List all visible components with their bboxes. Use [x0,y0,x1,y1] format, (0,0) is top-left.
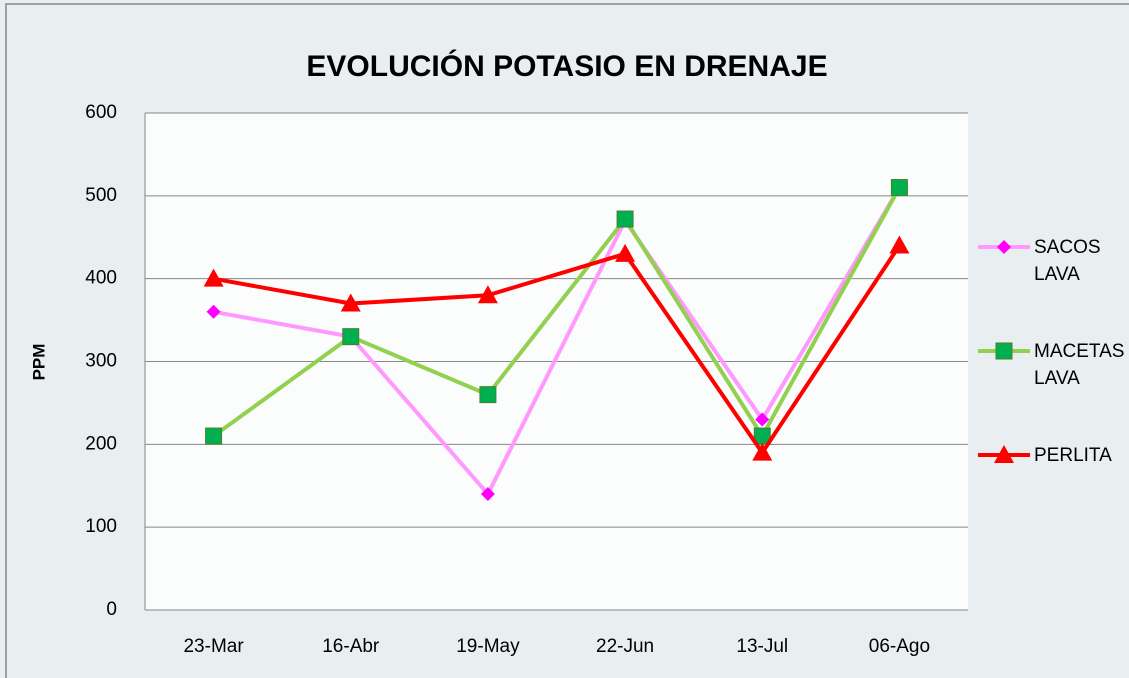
y-tick-label: 500 [85,185,117,206]
legend-label: PERLITA [1034,445,1112,466]
marker [203,268,224,287]
x-tick-label: 16-Abr [322,636,380,657]
series-line [213,186,902,497]
y-tick-label: 200 [85,433,117,454]
legend-label: SACOS LAVA [1034,237,1101,285]
series-line [212,186,902,439]
marker [755,412,770,427]
chart-title: EVOLUCIÓN POTASIO EN DRENAJE [306,49,827,83]
x-tick-label: 19-May [456,636,520,657]
legend-marker [997,240,1011,254]
marker [206,304,221,319]
y-tick-label: 300 [85,351,117,372]
chart-border [5,3,1129,678]
x-tick-label: 22-Jun [596,636,654,657]
x-tick-label: 23-Mar [183,636,244,657]
y-axis-label: PPM [29,344,48,381]
x-tick-label: 06-Ago [869,636,930,657]
marker [480,487,495,502]
marker [890,179,908,197]
marker [477,285,498,304]
y-tick-label: 100 [85,516,117,537]
y-tick-label: 0 [106,599,117,620]
y-tick-label: 600 [85,102,117,123]
marker [752,442,773,461]
legend-marker [995,342,1013,360]
x-tick-label: 13-Jul [736,636,788,657]
y-tick-label: 400 [85,268,117,289]
marker [342,328,360,346]
marker [479,386,497,404]
marker [205,427,223,445]
series-line [213,244,902,455]
marker [616,210,634,228]
marker [340,293,361,312]
marker [889,235,910,254]
marker [615,243,636,262]
legend-label: MACETAS LAVA [1034,341,1125,389]
legend-marker [994,445,1014,463]
